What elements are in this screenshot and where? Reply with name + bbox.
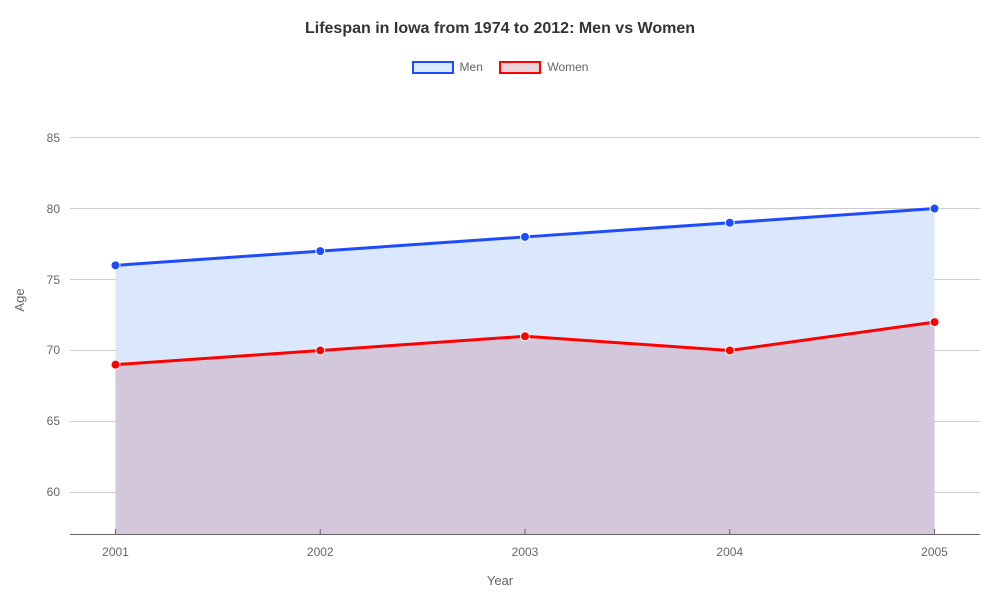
y-tick: 80 — [47, 202, 60, 216]
x-tick: 2004 — [716, 545, 743, 559]
x-tick: 2003 — [512, 545, 539, 559]
x-tick: 2005 — [921, 545, 948, 559]
plot-svg — [70, 95, 980, 535]
legend-swatch-men — [412, 61, 454, 74]
plot-area: 606570758085 20012002200320042005 — [70, 95, 980, 535]
y-tick: 85 — [47, 131, 60, 145]
y-tick: 60 — [47, 485, 60, 499]
legend-item-women: Women — [499, 60, 588, 74]
x-tick: 2001 — [102, 545, 129, 559]
x-axis-label: Year — [0, 573, 1000, 588]
legend-swatch-women — [499, 61, 541, 74]
legend-label-women: Women — [547, 60, 588, 74]
legend: Men Women — [0, 60, 1000, 79]
legend-item-men: Men — [412, 60, 483, 74]
y-tick: 65 — [47, 414, 60, 428]
y-axis-label: Age — [12, 288, 27, 311]
y-tick: 70 — [47, 343, 60, 357]
chart-container: Lifespan in Iowa from 1974 to 2012: Men … — [0, 0, 1000, 600]
y-tick: 75 — [47, 273, 60, 287]
chart-title: Lifespan in Iowa from 1974 to 2012: Men … — [0, 20, 1000, 38]
x-tick: 2002 — [307, 545, 334, 559]
legend-label-men: Men — [460, 60, 483, 74]
